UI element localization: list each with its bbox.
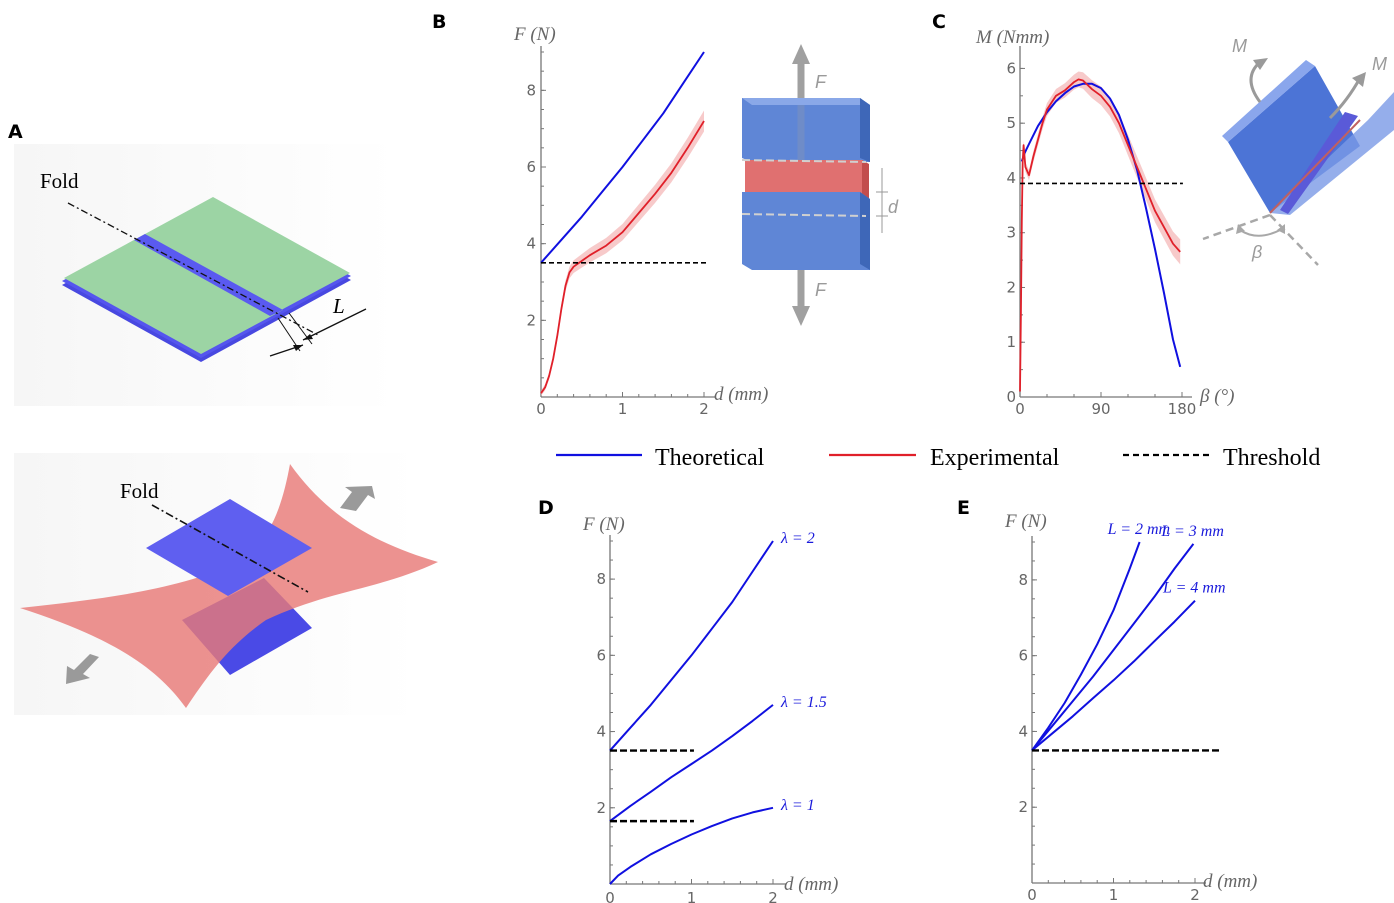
- chart-d-lambda-comparison: 0 1 2 2 4 6 8 F (N) d (mm) λ = 2 λ = 1.5 λ = 1: [582, 514, 838, 903]
- y-axis-title: F (N): [582, 514, 625, 535]
- chart-c-moment-vs-angle: 0 90 180 0 1 2 3 4 5 6 M (Nmm) β (°): [975, 27, 1234, 418]
- series-line-l-2-mm: [1031, 541, 1141, 751]
- y-tick-label: 4: [596, 723, 606, 741]
- series-line--1-5: [609, 704, 774, 822]
- y-tick-label: 2: [1006, 278, 1016, 296]
- chart-b-force-vs-displacement: 0 1 2 2 4 6 8 F (N) d (mm): [513, 24, 768, 418]
- curve-label: λ = 2: [780, 530, 815, 547]
- stretched-sheet-illustration: [14, 453, 438, 715]
- y-tick-label: 0: [1006, 388, 1016, 406]
- x-tick-label: 1: [618, 400, 628, 418]
- y-tick-label: 3: [1006, 224, 1016, 242]
- x-tick-label: 0: [1027, 886, 1037, 903]
- x-tick-label: 180: [1168, 400, 1197, 418]
- series-line-l-3-mm: [1031, 543, 1195, 752]
- legend-threshold-label: Threshold: [1223, 445, 1320, 471]
- moment-label-right: M: [1372, 54, 1387, 74]
- y-tick-label: 6: [596, 646, 606, 664]
- force-label-top: F: [815, 72, 827, 92]
- x-tick-label: 1: [1109, 886, 1119, 903]
- gap-d-label: d: [888, 197, 899, 217]
- series-line--1: [609, 806, 774, 885]
- y-axis-title: M (Nmm): [975, 27, 1049, 48]
- y-tick-label: 1: [1006, 333, 1016, 351]
- panel-label-b: B: [432, 11, 446, 33]
- series-line-experimental: [540, 120, 705, 394]
- x-tick-label: 2: [1190, 886, 1200, 903]
- tension-specimen-illustration: [741, 44, 888, 326]
- panel-label-a: A: [8, 121, 23, 143]
- series-line-theoretical: [1020, 82, 1182, 368]
- curve-label: λ = 1.5: [780, 694, 827, 711]
- legend: Theoretical Experimental Threshold: [556, 445, 1320, 471]
- x-tick-label: 0: [1015, 400, 1025, 418]
- y-tick-label: 8: [596, 570, 606, 588]
- x-axis-title: d (mm): [784, 874, 838, 895]
- x-tick-label: 1: [687, 889, 697, 903]
- fold-sheet-illustration: [14, 144, 398, 406]
- experimental-error-band: [541, 110, 704, 396]
- y-tick-label: 6: [1018, 647, 1028, 665]
- x-tick-label: 90: [1091, 400, 1110, 418]
- x-tick-label: 0: [536, 400, 546, 418]
- series-line--2: [609, 540, 774, 752]
- y-tick-label: 8: [526, 81, 536, 99]
- panel-label-d: D: [538, 497, 554, 519]
- legend-experimental-label: Experimental: [930, 445, 1060, 471]
- fold-label-top: Fold: [40, 169, 79, 193]
- bending-specimen-illustration: [1202, 58, 1394, 266]
- series-line-theoretical: [540, 51, 705, 264]
- x-axis-title: d (mm): [714, 384, 768, 405]
- panel-label-e: E: [957, 497, 970, 519]
- moment-label-left: M: [1232, 36, 1247, 56]
- curve-label: L = 2 mm: [1107, 521, 1171, 538]
- curve-label: L = 3 mm: [1160, 523, 1224, 540]
- y-tick-label: 2: [596, 799, 606, 817]
- chart-e-width-comparison: 0 1 2 2 4 6 8 F (N) d (mm) L = 2 mmL = 3 mm L = 4 …: [1004, 511, 1257, 903]
- series-line-l-4-mm: [1031, 600, 1196, 752]
- y-tick-label: 8: [1018, 571, 1028, 589]
- y-tick-label: 4: [1006, 169, 1016, 187]
- series-line-experimental: [1019, 78, 1181, 392]
- y-tick-label: 5: [1006, 114, 1016, 132]
- curve-label: L = 4 mm: [1162, 580, 1226, 597]
- y-axis-title: F (N): [1004, 511, 1047, 532]
- panel-label-c: C: [932, 11, 946, 33]
- y-tick-label: 4: [1018, 722, 1028, 740]
- x-tick-label: 2: [699, 400, 709, 418]
- fold-label-bottom: Fold: [120, 479, 159, 503]
- x-axis-title: d (mm): [1203, 871, 1257, 892]
- legend-theoretical-label: Theoretical: [655, 445, 765, 471]
- curve-label: λ = 1: [780, 797, 815, 814]
- force-label-bottom: F: [815, 280, 827, 300]
- dimension-l-label: L: [332, 294, 345, 318]
- y-tick-label: 4: [526, 235, 536, 253]
- y-tick-label: 6: [526, 158, 536, 176]
- y-tick-label: 6: [1006, 59, 1016, 77]
- y-tick-label: 2: [1018, 798, 1028, 816]
- y-axis-title: F (N): [513, 24, 556, 45]
- x-axis-title: β (°): [1199, 386, 1234, 407]
- beta-angle-label: β: [1251, 242, 1262, 262]
- x-tick-label: 2: [768, 889, 778, 903]
- y-tick-label: 2: [526, 311, 536, 329]
- x-tick-label: 0: [605, 889, 615, 903]
